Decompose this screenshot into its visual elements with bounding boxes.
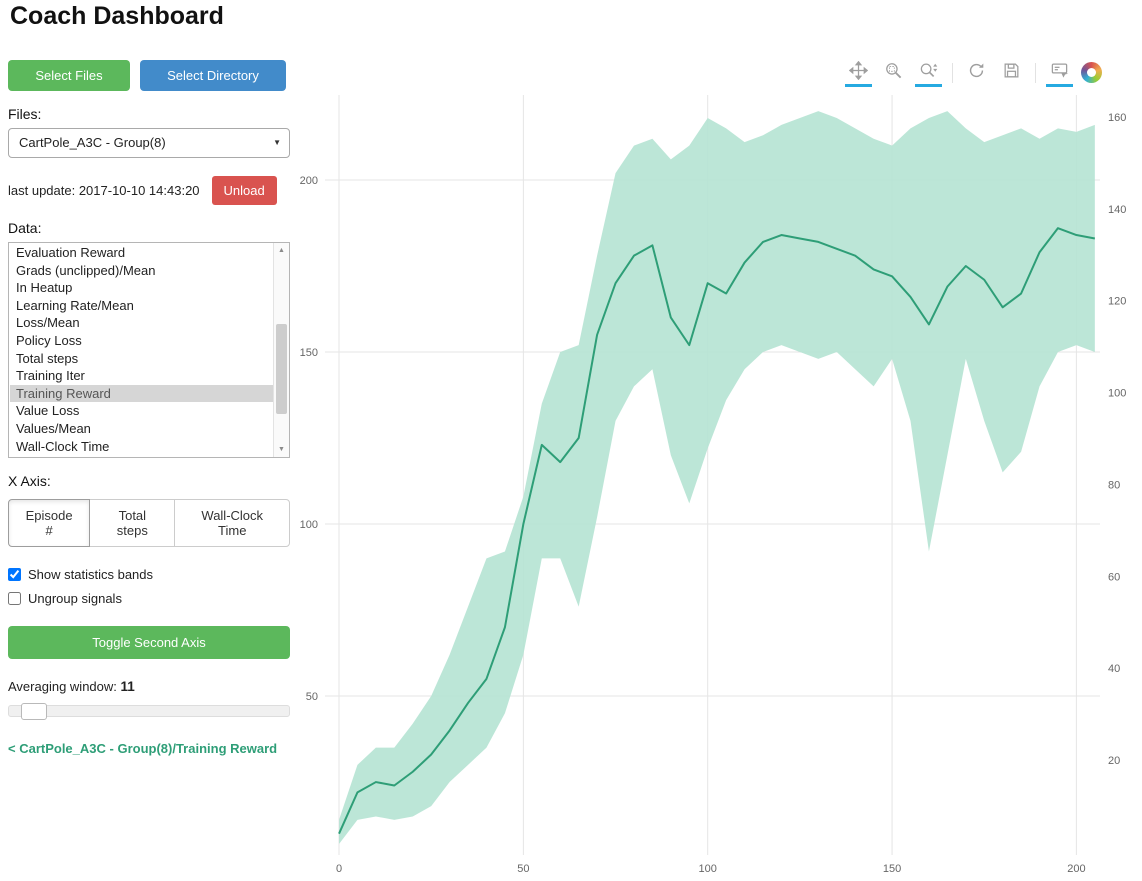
data-list-item[interactable]: Value Loss (16, 403, 80, 419)
data-label: Data: (8, 220, 42, 236)
svg-text:100: 100 (1108, 388, 1126, 400)
show-statistics-bands-checkbox[interactable] (8, 568, 21, 581)
save-tool-icon[interactable] (998, 57, 1025, 87)
wheel-zoom-tool-icon[interactable] (915, 57, 942, 87)
files-dropdown[interactable]: CartPole_A3C - Group(8) ▼ (8, 128, 290, 158)
svg-text:100: 100 (300, 519, 318, 531)
scrollbar-thumb[interactable] (276, 324, 287, 415)
ungroup-signals-checkbox[interactable] (8, 592, 21, 605)
averaging-slider[interactable] (8, 703, 290, 720)
xaxis-option-episode[interactable]: Episode # (8, 499, 91, 547)
data-list-item[interactable]: Evaluation Reward (16, 245, 126, 260)
reset-tool-icon[interactable] (963, 57, 990, 87)
toolbar-divider (1035, 63, 1036, 83)
xaxis-button-group: Episode # Total steps Wall-Clock Time (8, 499, 290, 547)
data-list-item[interactable]: In Heatup (16, 280, 73, 296)
files-label: Files: (8, 106, 42, 122)
xaxis-option-total-steps[interactable]: Total steps (89, 499, 176, 547)
averaging-window-label: Averaging window: (8, 679, 117, 694)
x-axis-labels: 0 50 100 150 200 (336, 863, 1086, 875)
data-list-item[interactable]: Training Iter (16, 368, 85, 384)
xaxis-option-wall-clock[interactable]: Wall-Clock Time (174, 499, 290, 547)
last-update-text: last update: 2017-10-10 14:43:20 (8, 183, 200, 198)
svg-text:150: 150 (883, 863, 901, 875)
data-list-item[interactable]: Training Reward (10, 384, 273, 403)
chart-panel: 50 100 150 200 20 40 60 80 100 120 140 160 0 50 100 150… (295, 55, 1142, 881)
toggle-second-axis-button[interactable]: Toggle Second Axis (8, 626, 290, 659)
data-list-item[interactable]: Policy Loss (16, 332, 82, 348)
options-checkboxes: Show statistics bands Ungroup signals (8, 567, 290, 606)
data-list-item[interactable]: Values/Mean (16, 420, 91, 436)
svg-text:150: 150 (300, 347, 318, 359)
svg-text:160: 160 (1108, 112, 1126, 124)
reward-chart[interactable]: 50 100 150 200 20 40 60 80 100 120 140 160 0 50 100 150… (295, 55, 1142, 881)
data-list-item[interactable]: Total steps (16, 350, 79, 366)
unload-button[interactable]: Unload (211, 176, 277, 205)
averaging-window-row: Averaging window: 11 (8, 679, 290, 694)
averaging-window-value: 11 (120, 679, 135, 694)
plot-toolbar (845, 57, 1102, 87)
svg-text:200: 200 (1067, 863, 1085, 875)
svg-text:0: 0 (336, 863, 342, 875)
xaxis-label: X Axis: (8, 473, 51, 489)
ungroup-signals-row[interactable]: Ungroup signals (8, 591, 290, 606)
hover-tool-icon[interactable] (1046, 57, 1073, 87)
data-list-item[interactable]: Grads (unclipped)/Mean (16, 262, 156, 278)
data-list: Evaluation Reward Grads (unclipped)/Mean… (10, 244, 273, 456)
chevron-down-icon: ▼ (273, 138, 281, 147)
data-listbox[interactable]: Evaluation Reward Grads (unclipped)/Mean… (8, 242, 290, 458)
bokeh-logo[interactable] (1081, 62, 1102, 83)
select-directory-button[interactable]: Select Directory (140, 60, 286, 91)
data-list-item[interactable]: Learning Rate/Mean (16, 297, 134, 313)
last-update-row: last update: 2017-10-10 14:43:20 Unload (8, 176, 290, 205)
svg-text:40: 40 (1108, 663, 1120, 675)
svg-text:60: 60 (1108, 571, 1120, 583)
file-buttons-row: Select Files Select Directory (8, 60, 290, 91)
svg-text:50: 50 (306, 691, 318, 703)
files-dropdown-value: CartPole_A3C - Group(8) (19, 135, 166, 150)
show-statistics-bands-row[interactable]: Show statistics bands (8, 567, 290, 582)
svg-text:200: 200 (300, 175, 318, 187)
left-axis-labels: 50 100 150 200 (300, 175, 318, 703)
show-statistics-bands-label: Show statistics bands (28, 567, 154, 582)
sidebar: Select Files Select Directory Files: Car… (8, 60, 290, 756)
svg-text:120: 120 (1108, 296, 1126, 308)
svg-text:50: 50 (517, 863, 529, 875)
stat-band (339, 111, 1095, 844)
select-files-button[interactable]: Select Files (8, 60, 130, 91)
toolbar-divider (952, 63, 953, 83)
breadcrumb[interactable]: < CartPole_A3C - Group(8)/Training Rewar… (8, 741, 278, 756)
ungroup-signals-label: Ungroup signals (28, 591, 122, 606)
svg-text:80: 80 (1108, 479, 1120, 491)
svg-text:20: 20 (1108, 755, 1120, 767)
listbox-scrollbar[interactable]: ▲ ▼ (273, 243, 289, 457)
pan-tool-icon[interactable] (845, 57, 872, 87)
svg-text:100: 100 (699, 863, 717, 875)
bokeh-logo-center (1087, 68, 1096, 77)
box-zoom-tool-icon[interactable] (880, 57, 907, 87)
mean-line (338, 227, 1096, 835)
right-axis-labels: 20 40 60 80 100 120 140 160 (1108, 112, 1126, 767)
page-title: Coach Dashboard (10, 2, 224, 30)
data-list-item[interactable]: Wall-Clock Time (16, 438, 110, 454)
scroll-up-icon[interactable]: ▲ (278, 247, 285, 254)
scroll-down-icon[interactable]: ▼ (278, 446, 285, 453)
svg-text:140: 140 (1108, 204, 1126, 216)
slider-handle[interactable] (21, 703, 47, 720)
data-list-item[interactable]: Loss/Mean (16, 315, 80, 331)
